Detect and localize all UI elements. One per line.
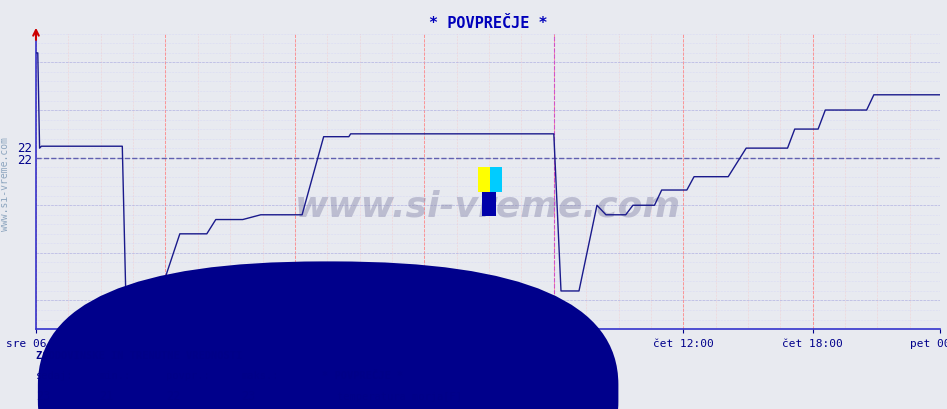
Text: www.si-vreme.com: www.si-vreme.com [295, 189, 681, 222]
Text: sedaj:: sedaj: [36, 370, 74, 380]
Bar [482, 192, 496, 217]
Text: 21: 21 [99, 389, 114, 402]
Title: * POVPREČJE *: * POVPREČJE * [429, 16, 547, 31]
Text: www.si-vreme.com: www.si-vreme.com [0, 137, 9, 231]
Text: min.:: min.: [99, 370, 131, 380]
Text: maks.:: maks.: [241, 370, 279, 380]
Text: 23: 23 [36, 389, 50, 402]
Text: temperatura morja[F]: temperatura morja[F] [337, 391, 462, 401]
Text: ZGODOVINSKE IN TRENUTNE VREDNOSTI: ZGODOVINSKE IN TRENUTNE VREDNOSTI [36, 350, 242, 360]
Text: 22: 22 [166, 389, 180, 402]
Bar [491, 168, 502, 192]
Text: povpr.:: povpr.: [166, 370, 209, 380]
Text: * POVPREČJE *: * POVPREČJE * [322, 370, 403, 380]
Bar [478, 168, 491, 192]
Text: 23: 23 [241, 389, 256, 402]
